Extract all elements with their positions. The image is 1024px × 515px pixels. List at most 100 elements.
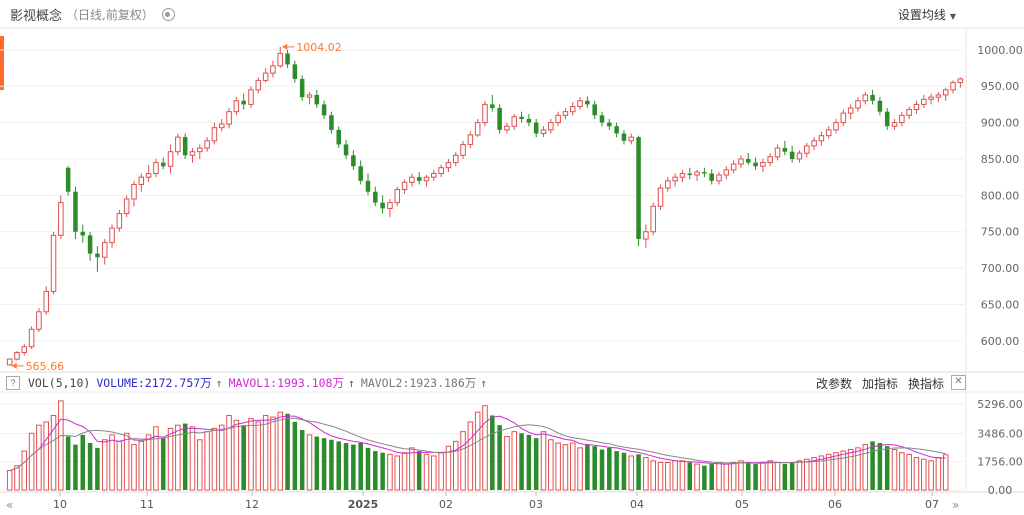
candle-body — [942, 89, 949, 96]
volume-bar — [218, 424, 225, 491]
volume-bar — [607, 447, 612, 490]
volume-bar — [95, 447, 100, 490]
candle — [913, 100, 920, 114]
volume-bar — [585, 444, 590, 490]
candle — [241, 93, 246, 110]
volume-bar — [175, 424, 181, 491]
volume-bar — [709, 464, 714, 490]
candle-body — [336, 129, 342, 145]
candle-body — [825, 129, 832, 137]
x-tick-label: 06 — [828, 498, 842, 511]
candle — [50, 231, 57, 295]
volume-bar — [292, 421, 298, 490]
volume-tick-label: 0.00 — [988, 484, 1013, 497]
volume-bar — [394, 455, 401, 491]
candle — [262, 68, 269, 83]
candle-body — [116, 213, 123, 229]
candle — [482, 100, 488, 127]
candle — [6, 358, 13, 366]
candle-body — [204, 140, 210, 149]
volume-bar — [351, 444, 356, 490]
scroll-right-button[interactable]: » — [952, 498, 960, 512]
candle — [928, 93, 934, 105]
candle — [672, 173, 678, 187]
candle — [351, 150, 356, 170]
close-icon[interactable]: ✕ — [951, 375, 966, 390]
candle-body — [80, 231, 86, 236]
price-tick-label: 900.00 — [981, 117, 1020, 130]
candle-body — [218, 123, 225, 129]
max-price-label: 1004.02 — [296, 41, 342, 54]
candle — [409, 173, 415, 187]
candle-body — [950, 82, 956, 91]
help-icon[interactable]: ? — [6, 376, 20, 390]
volume-bar — [490, 415, 495, 490]
volume-bar — [131, 444, 137, 491]
candle — [58, 195, 64, 240]
volume-bar — [452, 440, 459, 491]
candle-body — [65, 167, 71, 192]
mavol2-line — [9, 417, 946, 472]
candle-body — [548, 122, 554, 131]
candle-body — [870, 94, 875, 101]
volume-bar — [14, 465, 20, 491]
candle — [299, 75, 305, 101]
modify-params-button[interactable]: 改参数 — [815, 377, 852, 391]
candle-body — [723, 169, 730, 176]
volume-bar — [921, 458, 927, 491]
candle — [870, 89, 875, 105]
candle-body — [694, 171, 700, 176]
volume-bar — [226, 414, 232, 491]
candle — [73, 186, 78, 240]
volume-bar — [818, 455, 825, 491]
price-tick-label: 950.00 — [981, 80, 1020, 93]
volume-bar — [50, 414, 57, 491]
candle — [285, 49, 290, 69]
candle-body — [241, 100, 246, 105]
candle — [138, 173, 145, 192]
add-indicator-button[interactable]: 加指标 — [861, 377, 898, 391]
x-tick-label: 05 — [735, 498, 749, 511]
volume-bar — [716, 461, 722, 491]
volume-bar — [840, 450, 847, 491]
volume-bar — [43, 421, 49, 491]
candle — [336, 126, 342, 149]
volume-bar — [153, 426, 159, 491]
candle-body — [314, 94, 320, 105]
candle-body — [526, 118, 532, 123]
candle — [116, 209, 123, 232]
volume-bar — [380, 452, 385, 490]
volume-bar — [270, 416, 276, 491]
volume-bar — [679, 460, 686, 491]
candle-body — [702, 172, 707, 174]
candle — [358, 160, 363, 185]
volume-bar — [497, 425, 502, 490]
volume-bar — [665, 461, 671, 491]
volume-bar — [694, 463, 700, 491]
candle-body — [540, 129, 547, 135]
volume-bar — [811, 457, 817, 491]
candle — [921, 94, 927, 109]
candle — [445, 158, 452, 173]
price-tick-label: 700.00 — [981, 262, 1020, 275]
candle — [687, 167, 693, 180]
candle — [65, 166, 71, 196]
volume-bar — [877, 443, 883, 490]
scroll-left-button[interactable]: « — [6, 498, 14, 512]
volume-bar — [460, 431, 466, 491]
candle-body — [562, 111, 569, 116]
candle-body — [277, 52, 284, 67]
candle-body — [490, 104, 495, 109]
candle-body — [167, 151, 174, 167]
candle — [891, 118, 898, 130]
candle-body — [636, 137, 641, 240]
candle-body — [95, 253, 100, 258]
candle — [431, 169, 437, 181]
switch-indicator-button[interactable]: 换指标 — [907, 377, 944, 391]
candle-body — [285, 53, 290, 65]
set-ma-button[interactable]: 设置均线 ▼ — [898, 6, 956, 23]
gear-icon[interactable] — [161, 8, 175, 21]
candle — [380, 195, 385, 214]
candle-body — [73, 191, 78, 232]
